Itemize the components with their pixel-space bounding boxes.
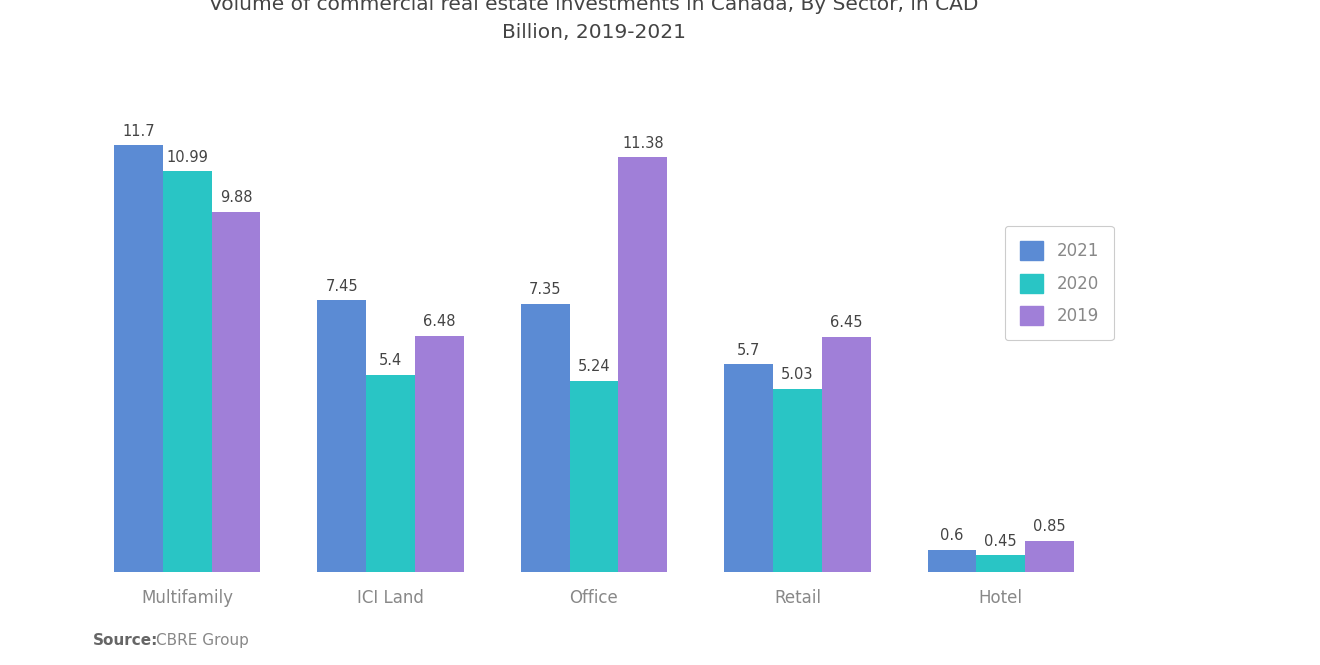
Text: CBRE Group: CBRE Group (156, 633, 248, 648)
Text: 11.38: 11.38 (622, 136, 664, 150)
Text: 7.35: 7.35 (529, 283, 561, 297)
Bar (211, 211, 260, 572)
Bar (977, 555, 1026, 572)
Text: 9.88: 9.88 (220, 190, 252, 205)
Text: 10.99: 10.99 (166, 150, 209, 165)
Text: 0.85: 0.85 (1034, 519, 1067, 535)
Text: 0.45: 0.45 (985, 534, 1018, 549)
Bar (570, 381, 618, 572)
Text: 11.7: 11.7 (121, 124, 154, 139)
Bar (162, 172, 211, 572)
Text: 6.45: 6.45 (830, 315, 862, 331)
Bar (1026, 541, 1074, 572)
Text: 7.45: 7.45 (326, 279, 358, 294)
Text: 5.4: 5.4 (379, 354, 403, 368)
Bar (725, 364, 774, 572)
Text: 5.24: 5.24 (578, 359, 610, 374)
Bar (774, 388, 822, 572)
Text: 6.48: 6.48 (424, 314, 455, 329)
Title: Volume of commercial real estate investments in Canada, By Sector, in CAD
Billio: Volume of commercial real estate investm… (210, 0, 978, 42)
Text: 5.7: 5.7 (737, 342, 760, 358)
Bar (317, 301, 366, 572)
Bar (521, 304, 570, 572)
Legend: 2021, 2020, 2019: 2021, 2020, 2019 (1005, 226, 1114, 340)
Bar (366, 375, 414, 572)
Bar (414, 336, 463, 572)
Bar (618, 157, 667, 572)
Text: 0.6: 0.6 (940, 529, 964, 543)
Text: Source:: Source: (92, 633, 158, 648)
Bar (928, 550, 977, 572)
Text: 5.03: 5.03 (781, 367, 813, 382)
Bar (822, 336, 871, 572)
Bar (114, 146, 162, 572)
